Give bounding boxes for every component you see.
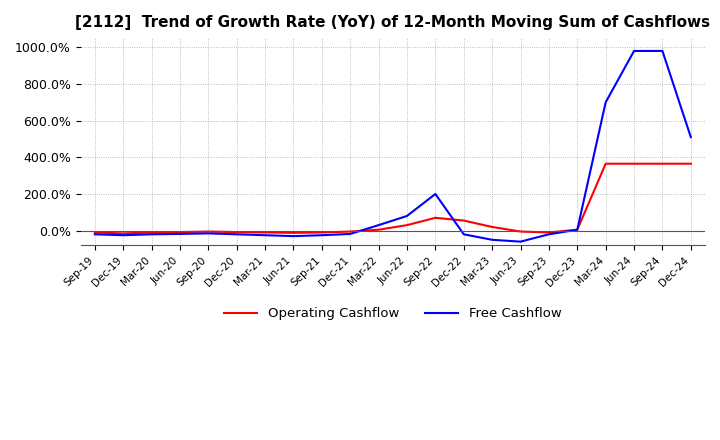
Operating Cashflow [147, 230, 156, 235]
Free Cashflow [318, 233, 326, 238]
Free Cashflow [544, 231, 553, 237]
Free Cashflow [261, 233, 269, 238]
Free Cashflow [459, 231, 468, 237]
Operating Cashflow [516, 229, 525, 234]
Operating Cashflow [289, 230, 298, 235]
Free Cashflow [346, 231, 354, 237]
Operating Cashflow [544, 230, 553, 235]
Free Cashflow [573, 227, 582, 232]
Free Cashflow [431, 191, 440, 197]
Free Cashflow [204, 231, 212, 236]
Free Cashflow [601, 99, 610, 105]
Operating Cashflow [402, 223, 411, 228]
Operating Cashflow [658, 161, 667, 166]
Operating Cashflow [630, 161, 639, 166]
Free Cashflow [374, 223, 383, 228]
Operating Cashflow [233, 229, 241, 235]
Operating Cashflow [686, 161, 695, 166]
Operating Cashflow [601, 161, 610, 166]
Free Cashflow [289, 234, 298, 239]
Free Cashflow [686, 135, 695, 140]
Title: [2112]  Trend of Growth Rate (YoY) of 12-Month Moving Sum of Cashflows: [2112] Trend of Growth Rate (YoY) of 12-… [75, 15, 711, 30]
Operating Cashflow [91, 230, 99, 235]
Legend: Operating Cashflow, Free Cashflow: Operating Cashflow, Free Cashflow [219, 302, 567, 326]
Free Cashflow [630, 48, 639, 54]
Free Cashflow [233, 231, 241, 237]
Free Cashflow [516, 239, 525, 244]
Operating Cashflow [261, 230, 269, 235]
Free Cashflow [147, 231, 156, 237]
Operating Cashflow [459, 218, 468, 223]
Operating Cashflow [346, 229, 354, 234]
Operating Cashflow [176, 229, 184, 235]
Operating Cashflow [374, 227, 383, 232]
Operating Cashflow [204, 229, 212, 234]
Line: Operating Cashflow: Operating Cashflow [95, 164, 690, 233]
Free Cashflow [658, 48, 667, 54]
Line: Free Cashflow: Free Cashflow [95, 51, 690, 242]
Operating Cashflow [119, 231, 127, 236]
Operating Cashflow [318, 230, 326, 235]
Free Cashflow [488, 237, 497, 242]
Free Cashflow [402, 213, 411, 219]
Free Cashflow [119, 233, 127, 238]
Free Cashflow [176, 231, 184, 237]
Operating Cashflow [488, 224, 497, 230]
Operating Cashflow [431, 215, 440, 220]
Operating Cashflow [573, 227, 582, 232]
Free Cashflow [91, 231, 99, 237]
